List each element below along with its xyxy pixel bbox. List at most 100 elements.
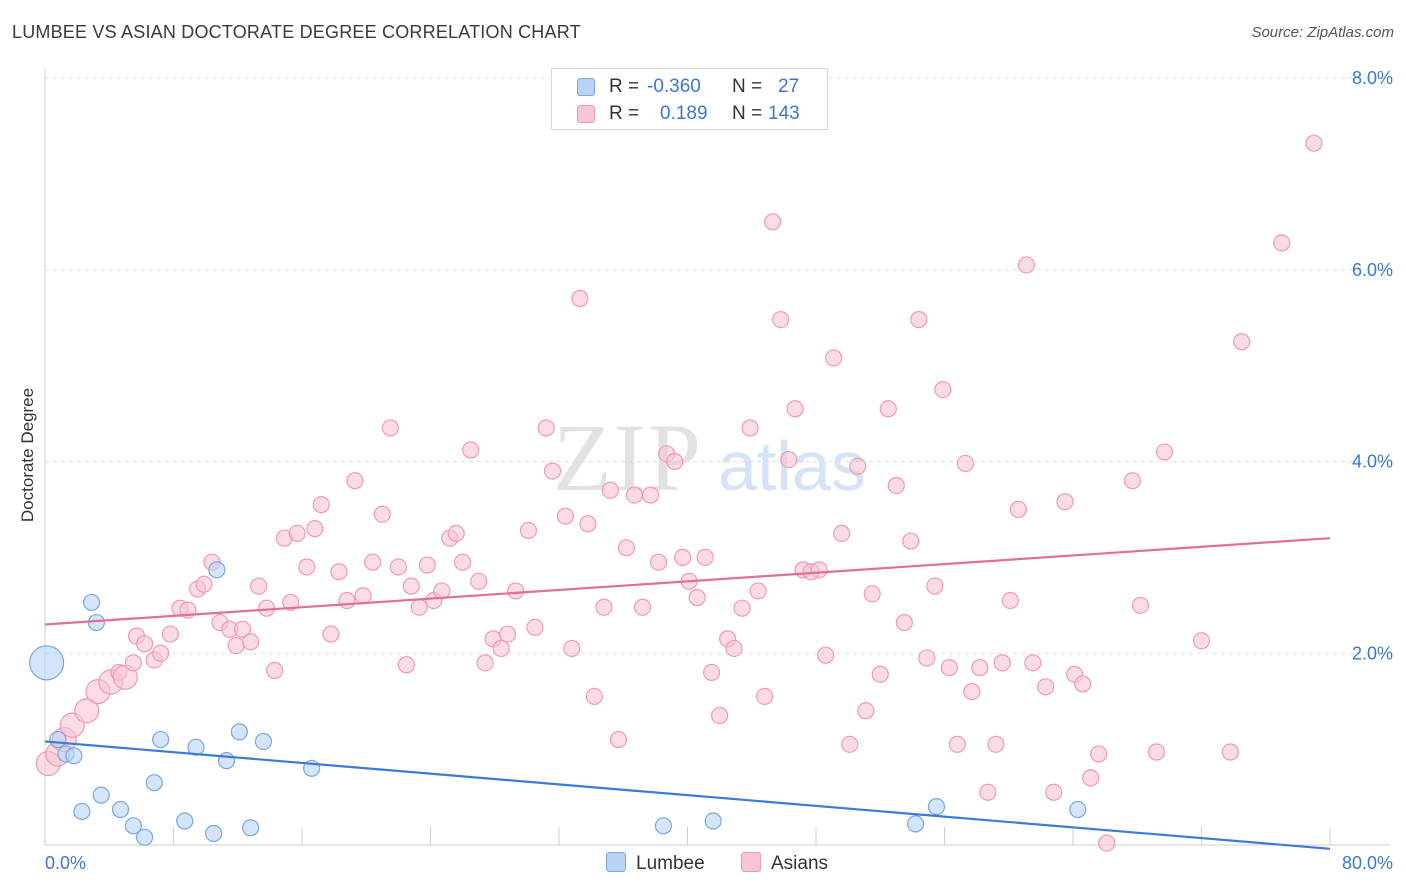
regression-lines [44, 537, 1331, 850]
lumbee-point [176, 812, 194, 830]
asians-point [322, 625, 340, 643]
lumbee-regression-line [44, 740, 1331, 850]
asians-point [772, 311, 790, 329]
asians-point [418, 556, 436, 574]
asians-point [1305, 134, 1323, 152]
lumbee-point [87, 613, 106, 632]
asians-point [543, 462, 562, 480]
asians-point [1123, 472, 1142, 490]
asians-point [1155, 443, 1174, 461]
lumbee-n-value: 27 [778, 76, 800, 97]
asians-point [499, 625, 517, 643]
asians-point [696, 548, 714, 566]
asians-point [733, 599, 751, 617]
asians-r-label: R = [609, 103, 640, 124]
lumbee-point [205, 824, 223, 843]
lumbee-swatch [577, 78, 595, 96]
asians-point [625, 486, 644, 504]
asians-point [161, 625, 179, 643]
asians-point [462, 441, 480, 459]
asians-point [956, 454, 974, 473]
asians-point [764, 213, 782, 231]
legend-row-asians: R = 0.189 N = 143 [552, 101, 827, 127]
asians-point [233, 620, 252, 638]
asians-point [833, 524, 851, 543]
asians-point [841, 735, 859, 753]
asians-point [306, 520, 324, 538]
asians-point [250, 577, 268, 595]
watermark: ZIP atlas [553, 404, 866, 511]
lumbee-point [906, 815, 925, 833]
asians-point [242, 633, 260, 651]
asians-point [674, 548, 692, 566]
lumbee-point [111, 800, 130, 819]
y-tick-label: 2.0% [1352, 643, 1393, 663]
lumbee-point [208, 561, 226, 579]
asians-point [987, 735, 1005, 753]
asians-point [124, 654, 142, 672]
asians-point [902, 532, 920, 550]
asians-point [609, 730, 628, 749]
asians-point [1037, 678, 1055, 696]
asians-point [288, 524, 306, 543]
asians-point [1017, 256, 1036, 274]
asians-point [389, 558, 407, 576]
asians-point [887, 476, 905, 495]
asians-point [1074, 675, 1092, 693]
source-credit: Source: ZipAtlas.com [1251, 24, 1394, 41]
asians-point [1045, 783, 1063, 801]
asians-point [711, 706, 729, 725]
gridlines [45, 77, 1390, 654]
asians-point [579, 515, 597, 533]
asians-point [526, 618, 544, 636]
asians-point [492, 639, 510, 658]
lumbee-point [145, 774, 163, 792]
x-tick-label-max: 80.0% [1342, 853, 1393, 873]
lumbee-point [187, 738, 205, 756]
lumbee-point [73, 802, 91, 821]
lumbee-point [927, 798, 946, 816]
asians-n-label: N = [732, 103, 763, 124]
asians-point [381, 419, 399, 437]
lumbee-point [92, 786, 110, 804]
asians-point [595, 598, 613, 616]
bottom-lumbee-swatch [606, 852, 626, 872]
asians-point [601, 481, 620, 499]
asians-point [1001, 591, 1019, 610]
asians-point [879, 400, 897, 418]
asians-point [863, 585, 881, 603]
asians-point [780, 450, 798, 469]
asians-point [266, 661, 284, 680]
lumbee-point [1069, 800, 1087, 819]
asians-point [688, 589, 706, 607]
asians-point [135, 635, 154, 653]
asians-point [948, 735, 966, 753]
lumbee-point [49, 730, 67, 749]
asians-point [641, 486, 660, 504]
asians-point [725, 639, 743, 658]
asians-point [755, 687, 774, 705]
bottom-asians-swatch [741, 852, 761, 872]
asians-point [1147, 743, 1166, 761]
asians-point [849, 457, 867, 475]
asians-point [1090, 745, 1108, 763]
asians-point [571, 289, 589, 308]
asians-point [817, 646, 835, 664]
lumbee-r-label: R = [609, 76, 640, 97]
asians-point [282, 593, 300, 612]
asians-point [397, 656, 416, 674]
asians-point [1082, 769, 1100, 787]
asians-point [1009, 500, 1027, 519]
asians-point [971, 659, 989, 677]
asians-point [1221, 743, 1240, 761]
asians-n-value: 143 [768, 103, 800, 124]
asians-point [298, 558, 316, 576]
y-tick-label: 8.0% [1352, 68, 1393, 88]
legend-row-lumbee: R = -0.360 N = 27 [552, 74, 827, 100]
asians-point [402, 577, 420, 595]
asians-point [373, 505, 391, 523]
lumbee-point [82, 593, 101, 612]
lumbee-point [152, 730, 170, 749]
asians-point [519, 521, 538, 540]
lumbee-point [704, 812, 722, 830]
